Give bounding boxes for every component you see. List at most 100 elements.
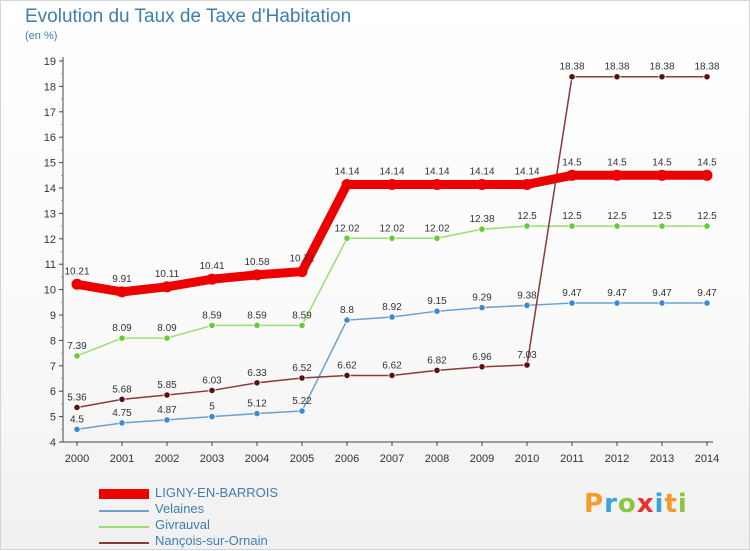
data-label: 12.5 [562, 211, 582, 222]
data-label: 12.02 [379, 223, 404, 234]
data-label: 14.5 [697, 157, 717, 168]
chart-title: Evolution du Taux de Taxe d'Habitation [25, 6, 352, 27]
y-tick-label: 5 [50, 412, 56, 424]
data-label: 12.02 [334, 223, 359, 234]
data-point [253, 379, 261, 387]
data-label: 14.5 [607, 157, 627, 168]
data-point [658, 299, 666, 307]
data-point [73, 352, 81, 360]
data-point [613, 222, 621, 230]
data-label: 8.59 [202, 310, 222, 321]
series-line [76, 75, 708, 409]
data-label: 8.92 [382, 302, 402, 313]
data-point [386, 178, 398, 190]
data-label: 10.21 [64, 266, 89, 277]
y-tick-label: 10 [44, 285, 56, 297]
data-label: 5.85 [157, 380, 177, 391]
data-point [163, 391, 171, 399]
data-point [343, 316, 351, 324]
y-tick-label: 13 [44, 208, 56, 220]
data-point [251, 269, 263, 281]
data-point [208, 386, 216, 395]
data-point [116, 286, 128, 298]
legend-label-givrauval: Givrauval [155, 517, 210, 532]
y-tick-label: 16 [44, 132, 56, 144]
data-point [341, 178, 353, 190]
data-point [433, 366, 441, 374]
data-label: 8.59 [292, 310, 312, 321]
data-label: 9.38 [517, 290, 537, 301]
data-point [478, 363, 486, 371]
data-point [431, 178, 443, 190]
legend-swatch-velaines [99, 510, 149, 512]
data-point [118, 395, 126, 403]
y-tick-label: 19 [44, 56, 56, 68]
data-label: 12.38 [469, 214, 494, 225]
data-point [656, 169, 668, 181]
data-label: 8.59 [247, 310, 267, 321]
y-tick-label: 11 [45, 259, 56, 271]
legend-label-ligny: LIGNY-EN-BARROIS [155, 485, 279, 500]
data-label: 9.47 [652, 288, 672, 299]
data-point [208, 412, 216, 421]
data-label: 14.14 [469, 166, 494, 177]
data-label: 6.96 [472, 352, 492, 363]
data-point [73, 425, 81, 433]
data-label: 7.39 [67, 341, 87, 352]
legend-swatch-ligny [99, 489, 149, 499]
x-tick-label: 2007 [380, 453, 404, 465]
data-point [163, 334, 171, 342]
data-point [206, 273, 218, 285]
data-point [343, 371, 351, 380]
y-tick-label: 4 [50, 437, 56, 449]
data-label: 9.29 [472, 293, 492, 304]
y-tick-label: 7 [50, 361, 56, 373]
data-label: 12.5 [607, 211, 627, 222]
x-tick-label: 2002 [155, 453, 179, 465]
x-tick-label: 2013 [650, 453, 674, 465]
data-label: 18.38 [694, 62, 719, 73]
x-tick-label: 2004 [245, 453, 269, 465]
y-tick-label: 12 [44, 234, 56, 246]
data-label: 9.47 [607, 288, 627, 299]
x-tick-label: 2001 [110, 453, 134, 465]
x-tick-label: 2000 [65, 453, 89, 465]
data-label: 10.11 [155, 269, 180, 280]
data-label: 4.5 [70, 414, 84, 425]
data-label: 14.14 [334, 166, 359, 177]
x-tick-label: 2014 [695, 453, 719, 465]
data-label: 4.87 [157, 405, 177, 416]
x-tick-label: 2006 [335, 453, 359, 465]
data-point [73, 403, 81, 412]
data-label: 14.14 [514, 166, 539, 177]
data-point [613, 299, 621, 307]
data-label: 6.52 [292, 363, 312, 374]
data-point [388, 313, 396, 321]
data-point [253, 321, 261, 330]
data-point [208, 321, 216, 330]
data-label: 9.15 [427, 296, 447, 307]
x-tick-label: 2005 [290, 453, 314, 465]
data-point [478, 304, 486, 312]
data-label: 18.38 [559, 62, 584, 73]
data-label: 12.02 [424, 223, 449, 234]
legend-swatch-givrauval [99, 526, 149, 528]
data-point [523, 361, 531, 369]
data-label: 10.58 [244, 257, 269, 268]
data-label: 14.14 [424, 166, 449, 177]
logo-letter: o [617, 489, 637, 519]
data-point [568, 73, 576, 81]
data-point [568, 222, 576, 230]
data-label: 10.71 [289, 254, 314, 265]
data-label: 12.5 [652, 211, 672, 222]
data-label: 6.33 [247, 368, 267, 379]
data-point [523, 301, 531, 309]
unit-label: (en %) [25, 30, 58, 42]
data-point [298, 321, 306, 330]
data-point [161, 281, 173, 293]
data-label: 14.5 [562, 157, 582, 168]
data-point [388, 371, 396, 380]
data-label: 8.09 [112, 323, 132, 334]
data-point [253, 409, 261, 418]
